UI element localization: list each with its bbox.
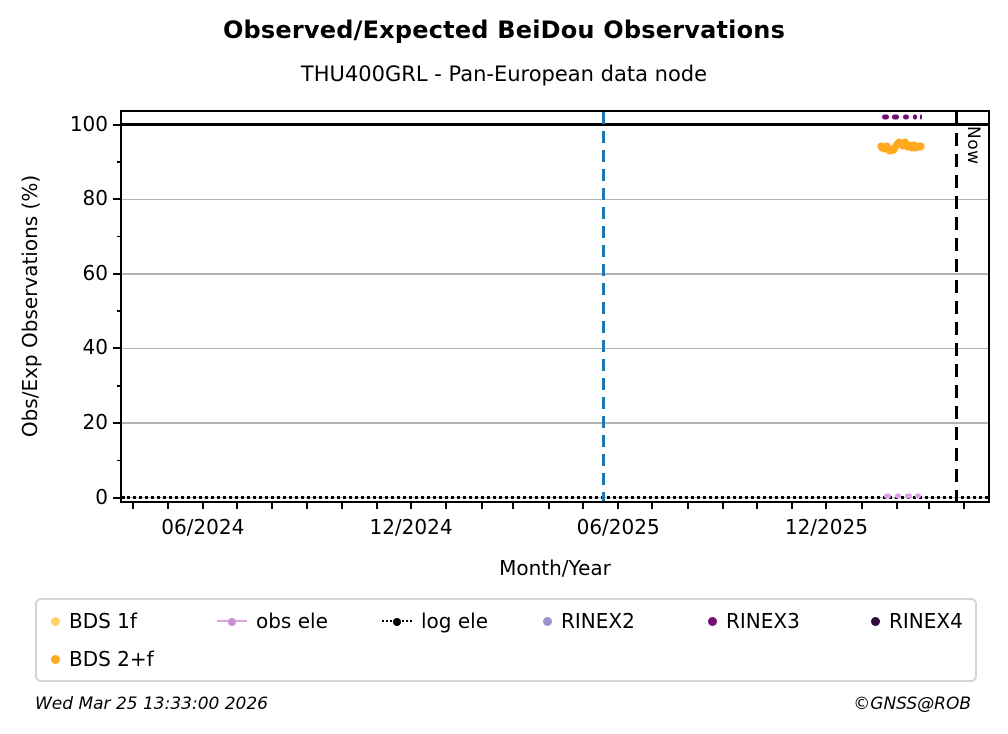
y-minor-tick	[117, 235, 122, 238]
y-tick-label: 80	[82, 186, 108, 211]
legend-label: RINEX3	[726, 609, 800, 633]
x-minor-tick	[306, 501, 309, 509]
x-minor-tick	[547, 501, 550, 509]
x-minor-tick	[201, 501, 204, 509]
presence-segment-rinex3	[892, 114, 900, 120]
y-tick	[113, 198, 122, 201]
legend-item-rinex4: RINEX4	[871, 608, 963, 634]
log-ele-marker-icon	[382, 617, 412, 626]
y-tick-label: 60	[82, 260, 108, 285]
y-gridline	[122, 273, 988, 275]
rinex4-marker-icon	[871, 616, 880, 626]
chart-subtitle: THU400GRL - Pan-European data node	[300, 62, 708, 86]
legend-label: RINEX2	[561, 609, 635, 633]
presence-segment-rinex3	[902, 114, 910, 120]
x-minor-tick	[166, 501, 169, 509]
chart-title: Observed/Expected BeiDou Observations	[222, 16, 786, 44]
x-minor-tick	[512, 501, 515, 509]
x-minor-tick	[617, 501, 620, 509]
legend-item-bds-2-f: BDS 2+f	[51, 646, 154, 672]
event-dashed-line	[601, 112, 605, 501]
presence-segment-obs-ele	[884, 493, 892, 499]
plot-timestamp: Wed Mar 25 13:33:00 2026	[35, 694, 268, 714]
y-minor-tick	[117, 310, 122, 312]
bds-1f-marker-icon	[51, 616, 60, 626]
legend-label: BDS 2+f	[69, 647, 154, 671]
x-minor-tick	[581, 501, 584, 509]
x-minor-tick	[375, 501, 378, 509]
y-gridline	[122, 422, 988, 424]
x-minor-tick	[686, 501, 689, 509]
y-tick	[113, 496, 122, 499]
x-minor-tick	[825, 501, 828, 509]
bds-2-f-marker-icon	[51, 654, 60, 664]
y-axis-label: Obs/Exp Observations (%)	[18, 174, 42, 438]
x-minor-tick	[480, 501, 483, 509]
x-minor-tick	[860, 501, 863, 509]
legend-label: BDS 1f	[69, 609, 137, 633]
y-tick	[113, 123, 122, 126]
y-tick	[113, 422, 122, 425]
legend-item-obs-ele: obs ele	[217, 608, 328, 634]
y-minor-tick	[117, 161, 122, 163]
legend-item-bds-1f: BDS 1f	[51, 608, 137, 634]
obs-ele-marker-icon	[217, 617, 247, 626]
x-minor-tick	[791, 501, 794, 509]
y-tick	[113, 272, 122, 275]
y-tick	[113, 347, 122, 350]
legend-box: BDS 1f obs ele log ele RINEX2 RINEX3 RINEX4 BD…	[35, 598, 977, 682]
y-gridline	[122, 198, 988, 201]
presence-segment-obs-ele	[904, 493, 912, 499]
x-minor-tick	[895, 501, 898, 509]
rinex2-marker-icon	[543, 616, 552, 626]
x-minor-tick	[927, 501, 930, 509]
y-tick-label: 100	[69, 111, 108, 136]
legend-line-dot	[393, 617, 401, 626]
log-ele-dotted-line	[122, 496, 988, 500]
y-tick-label: 0	[95, 484, 108, 509]
legend-label: obs ele	[256, 609, 328, 633]
x-minor-tick	[235, 501, 238, 509]
data-point-bds-2-f	[917, 142, 925, 150]
legend-line-dot	[228, 617, 236, 626]
x-tick-label: 06/2024	[161, 515, 245, 539]
legend-item-rinex2: RINEX2	[543, 608, 635, 634]
x-tick-label: 12/2024	[369, 515, 453, 539]
x-tick-label: 06/2025	[576, 515, 660, 539]
presence-segment-rinex3	[882, 114, 889, 120]
x-tick-label: 12/2025	[784, 515, 868, 539]
x-minor-tick	[445, 501, 448, 509]
presence-segment-obs-ele	[894, 493, 902, 499]
copyright-text: ©GNSS@ROB	[853, 694, 971, 714]
x-minor-tick	[721, 501, 724, 509]
x-minor-tick	[963, 501, 966, 509]
legend-item-log-ele: log ele	[382, 608, 488, 634]
rinex3-marker-icon	[708, 616, 717, 626]
x-minor-tick	[340, 501, 343, 509]
plot-area: 0 20 40 60 80 100 06/2024 12/2024 06/2025 12/2025…	[70, 111, 988, 539]
hundred-percent-line	[122, 123, 988, 127]
now-label: Now	[963, 126, 984, 165]
presence-segment-obs-ele	[915, 493, 921, 499]
now-dashed-line	[954, 112, 958, 501]
y-minor-tick	[117, 385, 122, 387]
presence-segment-rinex3	[919, 114, 922, 120]
x-minor-tick	[755, 501, 758, 509]
y-gridline	[122, 347, 988, 350]
x-minor-tick	[132, 501, 135, 509]
legend-label: log ele	[421, 609, 489, 633]
legend-label: RINEX4	[889, 609, 963, 633]
x-minor-tick	[271, 501, 274, 509]
x-minor-tick	[410, 501, 413, 509]
legend-item-rinex3: RINEX3	[708, 608, 800, 634]
x-axis-label: Month/Year	[499, 556, 611, 580]
y-tick-label: 40	[82, 335, 108, 360]
y-minor-tick	[117, 459, 122, 462]
presence-segment-rinex3	[912, 114, 918, 120]
y-tick-label: 20	[82, 409, 108, 434]
x-minor-tick	[651, 501, 654, 509]
